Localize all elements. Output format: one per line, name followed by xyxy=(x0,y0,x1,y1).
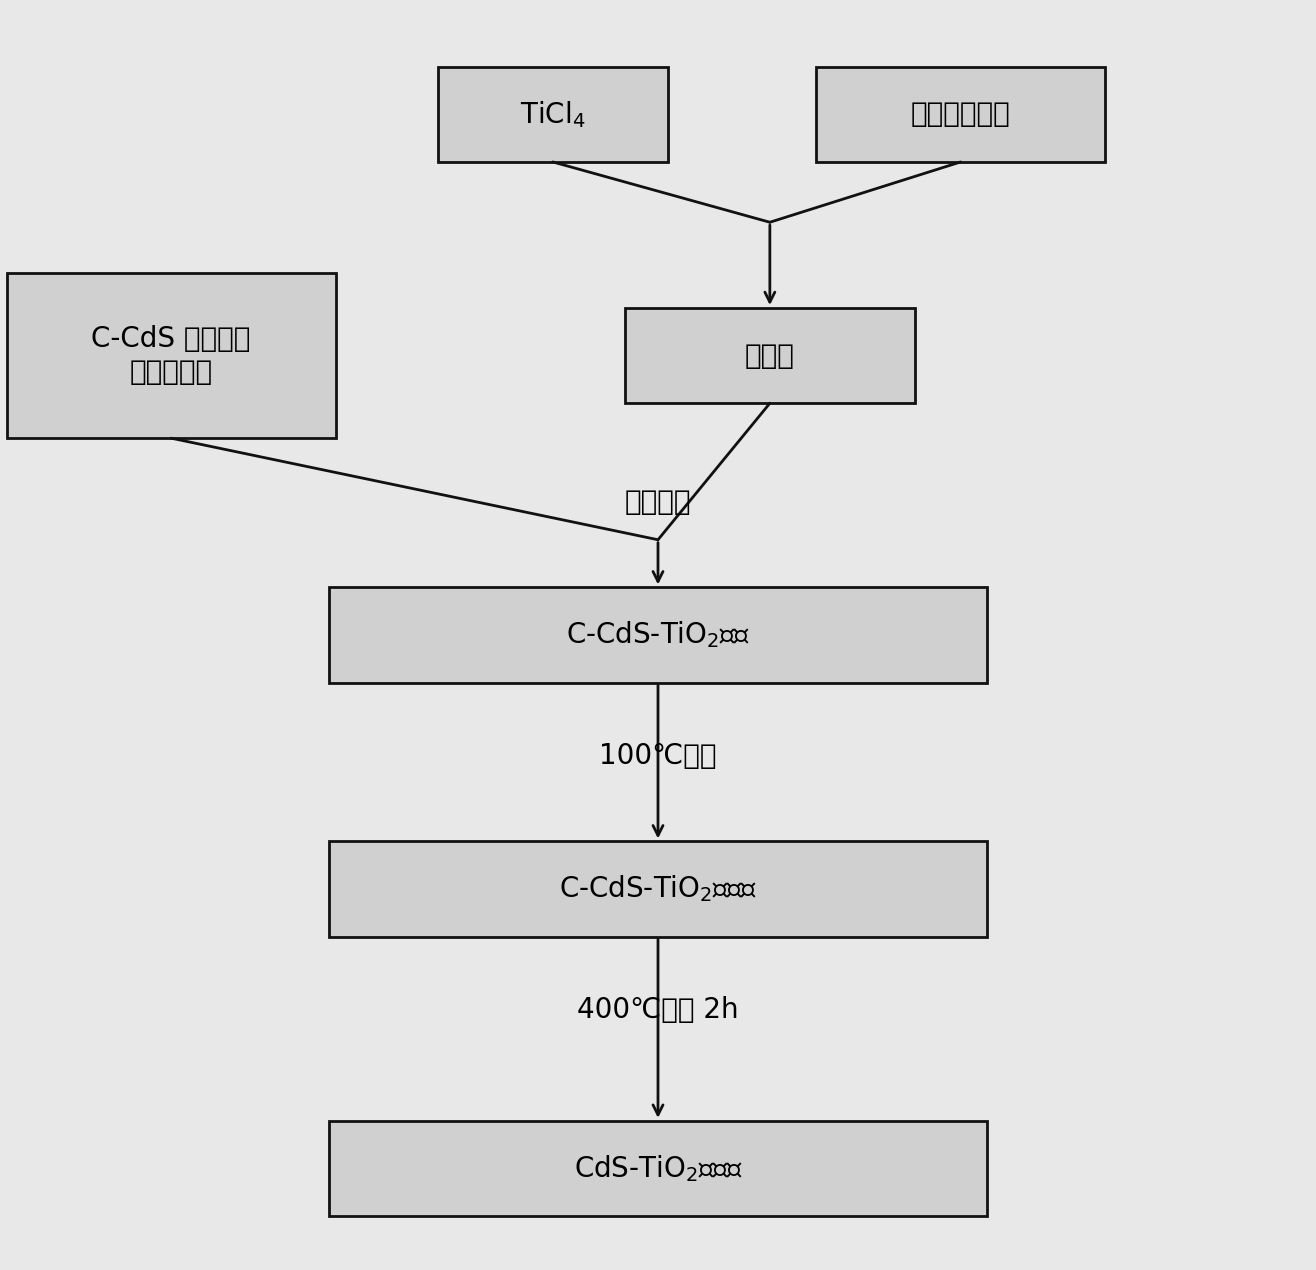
Text: CdS-TiO$_2$空心球: CdS-TiO$_2$空心球 xyxy=(574,1153,742,1184)
Text: 钛溶胶: 钛溶胶 xyxy=(745,342,795,370)
Text: C-CdS-TiO$_2$干凝胶: C-CdS-TiO$_2$干凝胶 xyxy=(559,874,757,904)
Text: 氨水溶液: 氨水溶液 xyxy=(625,488,691,516)
Bar xyxy=(816,66,1105,161)
Text: C-CdS 与无水乙
醇配制溶液: C-CdS 与无水乙 醇配制溶液 xyxy=(91,325,251,386)
Bar xyxy=(329,1121,987,1217)
Bar xyxy=(625,309,915,404)
Text: 400℃焙烧 2h: 400℃焙烧 2h xyxy=(578,996,738,1024)
Bar xyxy=(7,273,336,438)
Bar xyxy=(329,587,987,683)
Text: TiCl$_4$: TiCl$_4$ xyxy=(520,99,586,130)
Text: 无水乙醇溶液: 无水乙醇溶液 xyxy=(911,100,1011,128)
Bar xyxy=(437,66,669,161)
Bar xyxy=(329,841,987,937)
Text: 100℃干燥: 100℃干燥 xyxy=(599,742,717,770)
Text: C-CdS-TiO$_2$凝胶: C-CdS-TiO$_2$凝胶 xyxy=(566,620,750,650)
